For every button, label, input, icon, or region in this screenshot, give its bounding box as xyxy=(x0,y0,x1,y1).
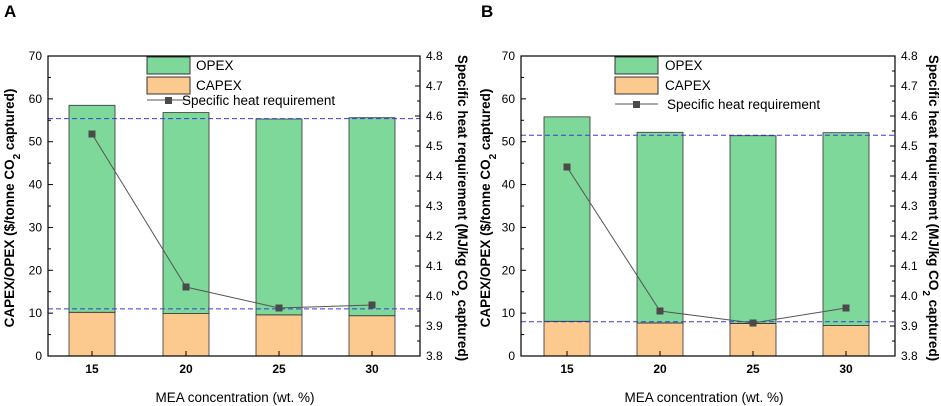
bar-opex xyxy=(68,104,116,313)
y-tick-label: 30 xyxy=(29,220,43,234)
y-tick-label: 60 xyxy=(502,92,516,106)
panel-a: A MEA concentration (wt. %) CAPEX/OPEX (… xyxy=(2,2,470,405)
heat-line xyxy=(91,133,373,309)
heat-line xyxy=(566,166,847,324)
y2-tick-label: 4.1 xyxy=(426,259,443,273)
legend-marker-heat xyxy=(633,101,640,108)
heat-point xyxy=(368,301,376,309)
x-tick-label: 25 xyxy=(272,362,286,376)
y-axis-label: CAPEX/OPEX ($/tonne CO2 captured) xyxy=(2,89,23,328)
legend-marker-heat xyxy=(165,97,172,104)
bar-capex xyxy=(729,323,777,357)
x-tick-label: 25 xyxy=(746,362,760,376)
y2-tick-label: 4.5 xyxy=(426,139,443,153)
y2-tick-label: 4.0 xyxy=(901,289,918,303)
legend-label-opex: OPEX xyxy=(196,58,234,73)
x-tick-label: 20 xyxy=(179,362,193,376)
y-tick-label: 50 xyxy=(502,135,516,149)
legend: OPEX CAPEX Specific heat requirement xyxy=(146,56,335,108)
heat-point xyxy=(842,304,850,312)
x-tick-label: 20 xyxy=(653,362,667,376)
heat-point xyxy=(563,163,571,171)
bar-opex xyxy=(162,112,210,314)
x-axis-label: MEA concentration (wt. %) xyxy=(624,390,783,405)
y2-tick-label: 4.4 xyxy=(901,169,918,183)
bar-opex xyxy=(729,135,777,324)
y2-tick-label: 4.5 xyxy=(901,139,918,153)
y2-tick-label: 4.1 xyxy=(901,259,918,273)
bar-capex xyxy=(162,313,210,357)
y2-tick-label: 3.8 xyxy=(901,349,918,363)
y2-tick-label: 4.3 xyxy=(901,199,918,213)
bar-opex xyxy=(822,132,870,326)
y2-tick-label: 3.9 xyxy=(901,319,918,333)
x-tick-label: 30 xyxy=(365,362,379,376)
legend: OPEX CAPEX Specific heat requirement xyxy=(614,56,820,112)
heat-point xyxy=(88,130,96,138)
y2-tick-label: 4.6 xyxy=(426,109,443,123)
y2-tick-label: 4.0 xyxy=(426,289,443,303)
y-tick-label: 30 xyxy=(502,220,516,234)
bar-capex xyxy=(255,314,303,357)
y2-tick-label: 3.8 xyxy=(426,349,443,363)
y-tick-label: 70 xyxy=(502,49,516,63)
bar-capex xyxy=(543,320,591,357)
y2-tick-label: 4.2 xyxy=(426,229,443,243)
y2-tick-label: 4.3 xyxy=(426,199,443,213)
y-tick-label: 0 xyxy=(508,349,515,363)
legend-swatch-capex xyxy=(146,76,191,95)
panel-letter: B xyxy=(481,2,493,21)
y-tick-label: 40 xyxy=(29,178,43,192)
y2-tick-label: 4.8 xyxy=(426,49,443,63)
y-tick-label: 50 xyxy=(29,135,43,149)
y-tick-label: 20 xyxy=(29,263,43,277)
panel-b: B MEA concentration (wt. %) CAPEX/OPEX (… xyxy=(478,2,941,405)
y-tick-label: 10 xyxy=(502,306,516,320)
y2-tick-label: 4.8 xyxy=(901,49,918,63)
y2-tick-label: 3.9 xyxy=(426,319,443,333)
y-tick-label: 10 xyxy=(29,306,43,320)
panel-letter: A xyxy=(4,2,16,21)
y-tick-label: 70 xyxy=(29,49,43,63)
legend-swatch-opex xyxy=(614,56,659,75)
legend-label-heat: Specific heat requirement xyxy=(182,93,335,108)
bar-capex xyxy=(68,311,116,357)
y2-axis-label: Specific heat requirement (MJ/kg CO2 cap… xyxy=(921,55,941,361)
x-tick-label: 15 xyxy=(85,362,99,376)
y2-tick-label: 4.6 xyxy=(901,109,918,123)
heat-point xyxy=(656,307,664,315)
y2-tick-label: 4.7 xyxy=(426,79,443,93)
y2-tick-label: 4.7 xyxy=(901,79,918,93)
bar-opex xyxy=(255,118,303,316)
y2-tick-label: 4.2 xyxy=(901,229,918,243)
bar-opex xyxy=(348,117,396,317)
legend-swatch-capex xyxy=(614,76,659,95)
y2-axis-label: Specific heat requirement (MJ/kg CO2 cap… xyxy=(450,55,471,361)
x-axis-label: MEA concentration (wt. %) xyxy=(155,390,314,405)
legend-label-opex: OPEX xyxy=(665,58,703,73)
heat-point xyxy=(182,283,190,291)
y-axis-label: CAPEX/OPEX ($/tonne CO2 captured) xyxy=(478,89,499,328)
y2-tick-label: 4.4 xyxy=(426,169,443,183)
bar-capex xyxy=(348,315,396,357)
y-tick-label: 0 xyxy=(35,349,42,363)
legend-label-heat: Specific heat requirement xyxy=(667,97,820,112)
legend-label-capex: CAPEX xyxy=(196,78,242,93)
y-tick-label: 40 xyxy=(502,178,516,192)
heat-point xyxy=(275,304,283,312)
x-tick-label: 15 xyxy=(560,362,574,376)
y-tick-label: 60 xyxy=(29,92,43,106)
y-tick-label: 20 xyxy=(502,263,516,277)
bar-opex xyxy=(636,131,684,324)
bar-capex xyxy=(822,325,870,357)
heat-point xyxy=(749,319,757,327)
legend-label-capex: CAPEX xyxy=(665,78,711,93)
x-tick-label: 30 xyxy=(839,362,853,376)
bar-opex xyxy=(543,116,591,322)
legend-swatch-opex xyxy=(146,56,191,75)
